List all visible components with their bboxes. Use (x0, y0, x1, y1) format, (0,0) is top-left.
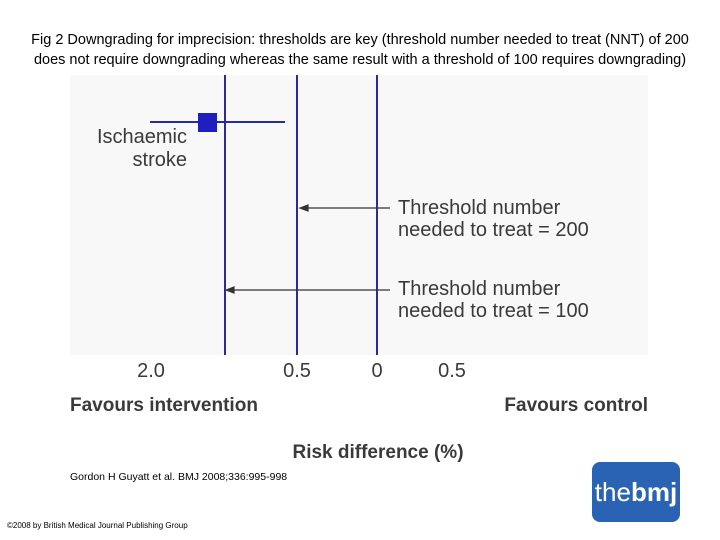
axis-tick-label: 0 (371, 360, 382, 382)
axis-tick-label: 2.0 (137, 360, 165, 382)
point-estimate (198, 113, 217, 132)
logo-text: the (594, 477, 631, 507)
axis-title: Risk difference (%) (292, 442, 463, 463)
copyright: ©2008 by British Medical Journal Publish… (7, 521, 188, 530)
favours-left: Favours intervention (70, 395, 258, 416)
axis-tick-label: 0.5 (438, 360, 466, 382)
citation: Gordon H Guyatt et al. BMJ 2008;336:995-… (70, 471, 288, 483)
logo-text: bmj (630, 477, 678, 507)
annotation: Threshold number (398, 197, 561, 219)
outcome-label: Ischaemic (97, 126, 187, 148)
axis-tick-label: 0.5 (283, 360, 311, 382)
slide-title: Fig 2 Downgrading for imprecision: thres… (31, 32, 689, 68)
logo: thebmj (592, 462, 680, 522)
annotation: needed to treat = 200 (398, 219, 589, 241)
annotation: needed to treat = 100 (398, 300, 589, 322)
arrow-head (298, 204, 309, 212)
figure: Ischaemic stroke Threshold number needed… (70, 75, 648, 463)
outcome-label: stroke (133, 149, 187, 171)
favours-right: Favours control (504, 395, 648, 416)
arrow-head (224, 286, 235, 294)
annotation: Threshold number (398, 278, 561, 300)
